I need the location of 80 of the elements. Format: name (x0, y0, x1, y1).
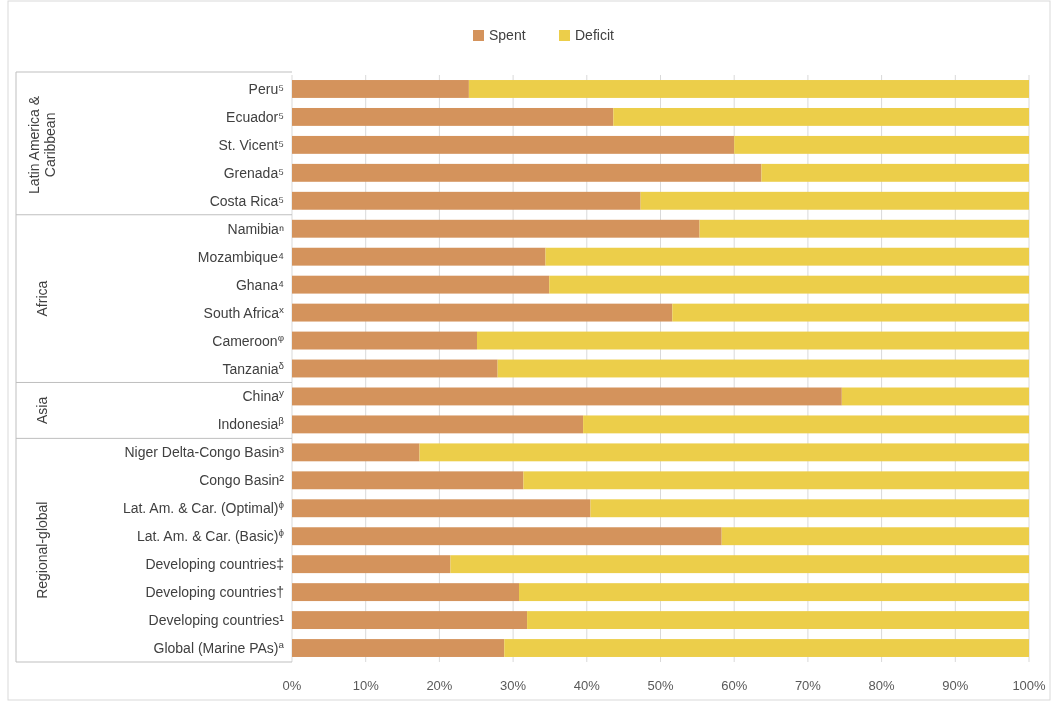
bar (292, 219, 700, 238)
y-tick-label: Lat. Am. & Car. (Basic)$^{ϕ}$ (136, 526, 285, 545)
y-tick-label: Developing countries‡ (145, 556, 284, 573)
y-tick-label: Congo Basin² (199, 472, 285, 489)
bar (734, 135, 1029, 154)
x-tick-label: 40% (573, 678, 601, 693)
y-tick-label: Peru⁵ (248, 80, 284, 97)
bar (761, 163, 1029, 182)
bar (450, 555, 1029, 574)
bar (721, 527, 1029, 546)
x-tick-label: 70% (794, 678, 822, 693)
bar (476, 331, 1029, 350)
y-tick-label: Costa Rica⁵ (209, 192, 284, 209)
x-tick-label: 50% (647, 678, 674, 693)
bar (292, 583, 519, 602)
y-tick-label: Lat. Am. & Car. (Optimal)$^{ϕ}$ (122, 498, 285, 517)
y-tick-label: Cameroon$^{φ}$ (212, 331, 284, 349)
bar (292, 471, 524, 490)
bar (292, 387, 842, 406)
bar (504, 639, 1029, 657)
y-tick-label: Ghana⁴ (235, 276, 284, 293)
y-tick-label: Tanzania$^{δ}$ (222, 359, 285, 377)
bar (672, 303, 1029, 322)
bar (292, 191, 641, 210)
x-tick-label: 20% (426, 678, 453, 693)
bar (292, 331, 477, 350)
bar (292, 275, 550, 294)
bar (583, 415, 1029, 434)
bar (613, 107, 1029, 126)
bar (292, 555, 451, 574)
y-tick-label: Grenada⁵ (223, 164, 284, 181)
bar (292, 443, 420, 462)
y-tick-label: Ecuador⁵ (226, 108, 284, 125)
x-tick-label: 80% (868, 678, 896, 693)
bar (292, 247, 546, 266)
y-tick-label: St. Vicent⁵ (218, 136, 284, 153)
x-tick-label: 60% (721, 678, 748, 693)
bar (640, 191, 1029, 210)
bar (292, 107, 614, 126)
y-tick-label: Developing countries† (145, 584, 284, 601)
bar (699, 219, 1029, 238)
y-tick-label: Developing countries¹ (148, 612, 285, 629)
legend-label: Spent (489, 27, 526, 43)
bar (292, 359, 498, 378)
bar (549, 275, 1029, 294)
y-tick-label: Indonesia$^{β}$ (217, 414, 285, 433)
bar (292, 163, 762, 182)
text: Asia (34, 396, 50, 425)
bar (590, 499, 1029, 518)
y-tick-label: Niger Delta-Congo Basin³ (124, 444, 285, 461)
bar (519, 583, 1029, 602)
text: Regional-global (34, 501, 50, 599)
y-tick-label: Mozambique⁴ (197, 248, 284, 265)
bar (292, 639, 505, 657)
bar (841, 387, 1029, 406)
bar (292, 135, 735, 154)
bar (527, 611, 1029, 630)
bar (292, 611, 528, 630)
x-tick-label: 90% (942, 678, 969, 693)
x-tick-label: 30% (500, 678, 527, 693)
bar (292, 80, 469, 98)
x-tick-label: 10% (352, 678, 380, 693)
text: Latin America & Caribbean (26, 95, 58, 194)
bar (292, 303, 673, 322)
bar (545, 247, 1029, 266)
y-tick-label: China$^{y}$ (242, 386, 285, 405)
bar (292, 499, 591, 518)
bar (292, 415, 584, 434)
legend-label: Deficit (575, 27, 615, 43)
bar (292, 527, 722, 546)
bar (468, 80, 1029, 98)
y-tick-label: Namibiaⁿ (227, 220, 284, 237)
bar (523, 471, 1029, 490)
text: Africa (34, 280, 50, 317)
x-tick-label: 0% (282, 678, 302, 693)
y-tick-label: Global (Marine PAs)$^{a}$ (153, 638, 285, 657)
x-tick-label: 100% (1012, 678, 1047, 693)
bar (497, 359, 1029, 378)
y-tick-label: South Africa$^{x}$ (203, 303, 285, 321)
bar (419, 443, 1029, 462)
